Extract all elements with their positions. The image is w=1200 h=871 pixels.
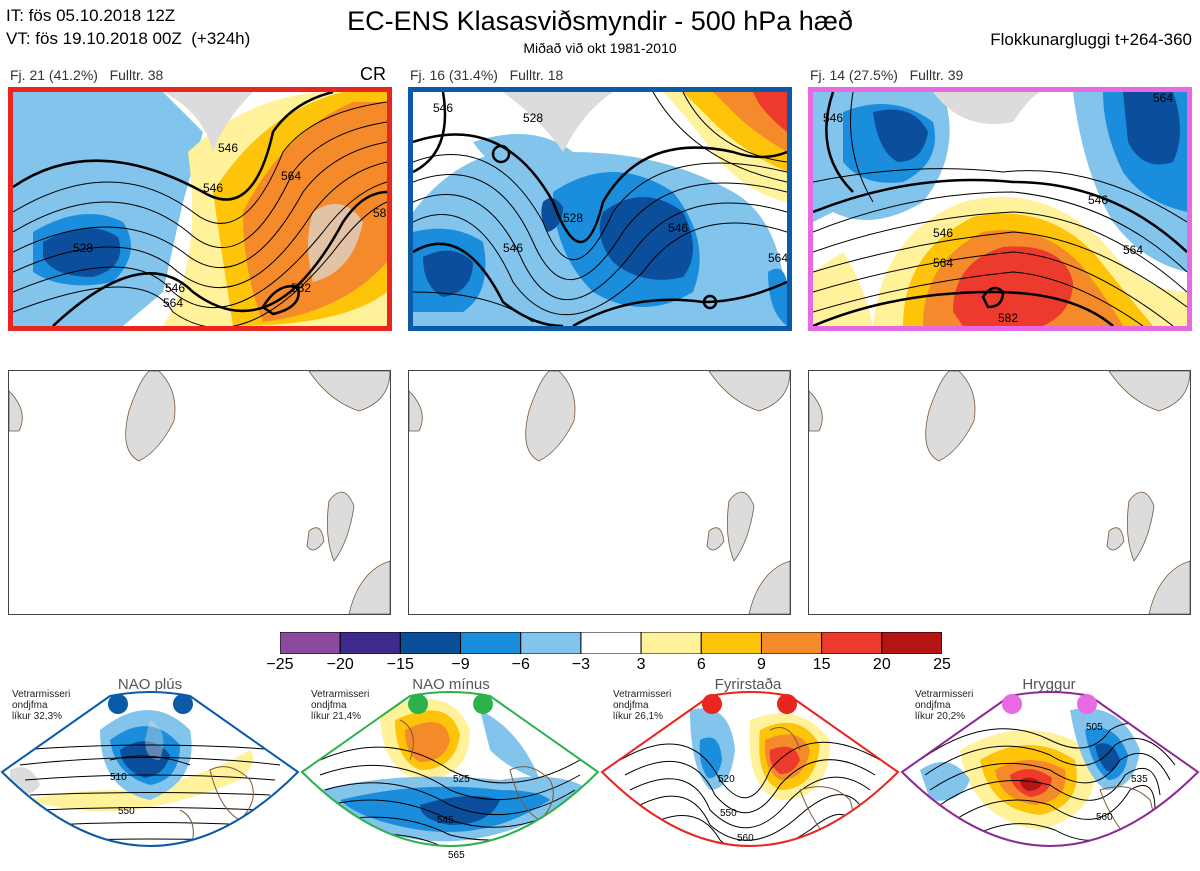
empty-map-3 <box>808 370 1191 615</box>
colorbar-tick-label: −6 <box>511 656 530 673</box>
regime-3-contour-label: 560 <box>737 833 754 844</box>
colorbar-tick-label: −20 <box>326 656 354 673</box>
panel-1-tag: CR <box>360 64 386 84</box>
regime-2-note: Vetrarmisseri ondjfma líkur 21,4% <box>311 689 369 722</box>
cluster-map-1: 528 546 564 546 564 582 546 58 <box>8 87 392 331</box>
panel-2-contour-label: 546 <box>433 101 453 115</box>
empty-map-2 <box>408 370 791 615</box>
regime-3-note: Vetrarmisseri ondjfma líkur 26,1% <box>613 689 671 722</box>
colorbar-swatch <box>339 631 401 655</box>
colorbar-tick-label: 20 <box>872 656 891 673</box>
colorbar-tick-label: 15 <box>812 656 831 673</box>
regime-map-nao-plus: 510 550 <box>0 691 300 847</box>
regime-3-title: Fyrirstaða <box>714 676 782 693</box>
regime-2-contour-label: 545 <box>437 815 454 826</box>
regime-note-line: Vetrarmisseri <box>613 689 672 700</box>
regime-map-blocking: 520 550 560 <box>600 691 900 847</box>
regime-map-ridge: 505 535 560 <box>900 691 1200 847</box>
panel-3-contour-label: 582 <box>998 311 1018 325</box>
regime-4-note: Vetrarmisseri ondjfma líkur 20,2% <box>915 689 973 722</box>
panel-3-contour-label: 546 <box>933 226 953 240</box>
colorbar-swatches <box>279 631 943 655</box>
regime-1-contour-label: 510 <box>110 772 127 783</box>
panel-2-label: Fj. 16 (31.4%) Fulltr. 18 <box>410 67 564 83</box>
panel-3-contour-label: 564 <box>1153 92 1173 105</box>
regime-3-contour-label: 520 <box>718 774 735 785</box>
panel-1-contour-label: 528 <box>73 241 93 255</box>
classification-window: Flokkunargluggi t+264-360 <box>990 30 1192 49</box>
regime-note-line: Vetrarmisseri <box>12 689 71 700</box>
regime-map-nao-minus: 525 545 565 <box>300 691 600 861</box>
regime-2-title: NAO mínus <box>412 676 490 693</box>
panel-2-contour-label: 528 <box>523 111 543 125</box>
colorbar-swatch <box>700 631 762 655</box>
colorbar-swatch <box>821 631 883 655</box>
page-subtitle: Miðað við okt 1981-2010 <box>523 40 677 56</box>
regime-note-line: ondjfma <box>915 700 951 711</box>
regime-3-contour-label: 550 <box>720 808 737 819</box>
colorbar-tick-label: −9 <box>451 656 470 673</box>
cluster-map-2: 546 528 528 546 564 546 564 <box>408 87 792 331</box>
regime-2-contour-label: 525 <box>453 774 470 785</box>
regime-4-title: Hryggur <box>1022 676 1076 693</box>
regime-2-contour-label: 565 <box>448 850 465 861</box>
panel-3-contour-label: 546 <box>1088 193 1108 207</box>
regime-note-line: ondjfma <box>311 700 347 711</box>
regime-note-line: Vetrarmisseri <box>311 689 370 700</box>
regime-note-line: ondjfma <box>12 700 48 711</box>
panel-1-contour-label: 546 <box>165 281 185 295</box>
panel-2-contour-label: 546 <box>503 241 523 255</box>
panel-1-label: Fj. 21 (41.2%) Fulltr. 38 <box>10 67 164 83</box>
regime-4-contour-label: 535 <box>1131 774 1148 785</box>
regime-1-title: NAO plús <box>117 676 183 693</box>
regime-1-contour-label: 550 <box>118 806 135 817</box>
cluster-map-3: 546 546 564 546 564 582 564 <box>808 87 1192 331</box>
regime-note-line: Vetrarmisseri <box>915 689 974 700</box>
panel-2-contour-label: 546 <box>668 221 688 235</box>
panel-3-label: Fj. 14 (27.5%) Fulltr. 39 <box>810 67 964 83</box>
colorbar-swatch <box>520 631 582 655</box>
colorbar-swatch <box>640 631 702 655</box>
panel-1-contour-label: 582 <box>291 281 311 295</box>
panel-1-contour-label: 546 <box>218 141 238 155</box>
regime-note-line: líkur 20,2% <box>915 711 966 722</box>
colorbar-swatch <box>399 631 462 655</box>
colorbar-tick-label: −25 <box>266 656 294 673</box>
panel-1-contour-label: 58 <box>373 206 387 220</box>
colorbar-tick-label: 25 <box>933 656 951 673</box>
panel-1-contour-label: 546 <box>203 181 223 195</box>
regime-note-line: líkur 21,4% <box>311 711 362 722</box>
colorbar-tick-label: 6 <box>696 656 706 673</box>
regime-note-line: líkur 26,1% <box>613 711 664 722</box>
regime-4-contour-label: 560 <box>1096 812 1113 823</box>
colorbar-tick-label: −15 <box>386 656 414 673</box>
panel-3-contour-label: 546 <box>823 111 843 125</box>
panel-1-contour-label: 564 <box>163 296 183 310</box>
initial-time: IT: fös 05.10.2018 12Z <box>6 6 176 25</box>
regime-1-note: Vetrarmisseri ondjfma líkur 32,3% <box>12 689 70 722</box>
colorbar-swatch <box>580 631 642 655</box>
panel-3-contour-label: 564 <box>933 256 953 270</box>
colorbar-tick-label: 3 <box>636 656 646 673</box>
page-title: EC-ENS Klasasviðsmyndir - 500 hPa hæð <box>347 6 853 36</box>
colorbar-swatch <box>279 631 341 655</box>
colorbar <box>279 631 943 655</box>
colorbar-swatch <box>460 631 522 655</box>
panel-2-contour-label: 528 <box>563 211 583 225</box>
colorbar-swatch <box>881 631 943 655</box>
colorbar-tick-label: −3 <box>571 656 591 673</box>
regime-note-line: líkur 32,3% <box>12 711 63 722</box>
panel-2-contour-label: 564 <box>768 251 787 265</box>
regime-note-line: ondjfma <box>613 700 649 711</box>
valid-time: VT: fös 19.10.2018 00Z (+324h) <box>6 29 251 48</box>
panel-3-contour-label: 564 <box>1123 243 1143 257</box>
colorbar-swatch <box>760 631 823 655</box>
colorbar-tick-label: 9 <box>757 656 766 673</box>
header-info: IT: fös 05.10.2018 12Z VT: fös 19.10.201… <box>6 4 250 50</box>
panel-1-contour-label: 564 <box>281 169 301 183</box>
regime-4-contour-label: 505 <box>1086 722 1103 733</box>
empty-map-1 <box>8 370 391 615</box>
